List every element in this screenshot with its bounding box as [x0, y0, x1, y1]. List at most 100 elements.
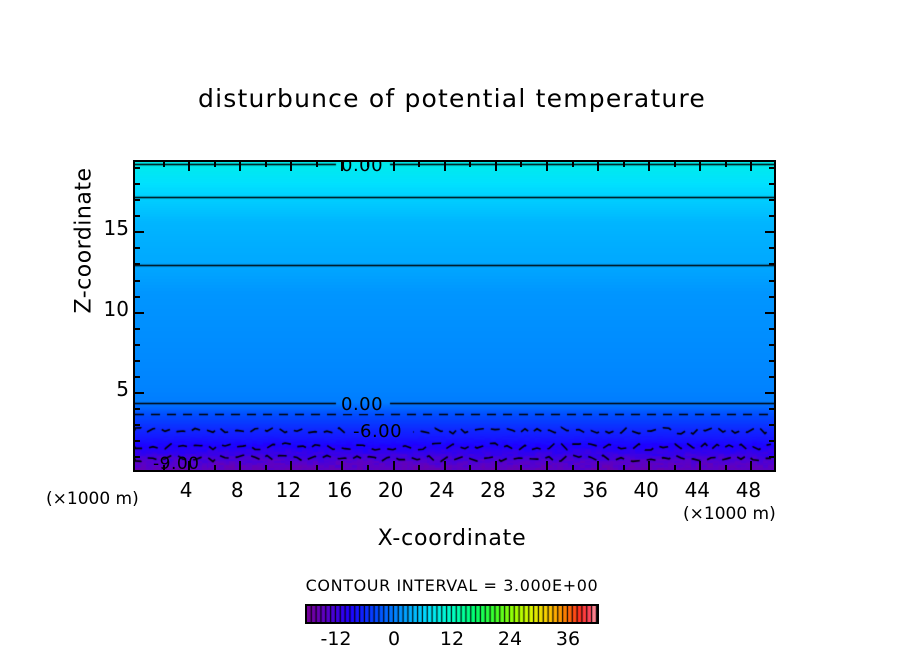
x-tick-mark [392, 162, 395, 171]
x-tick-mark [699, 461, 702, 470]
y-tick-mark [769, 359, 774, 362]
x-tick-mark [750, 162, 753, 171]
x-tick-mark [545, 461, 548, 470]
y-tick-mark [135, 199, 140, 202]
x-tick-label: 32 [531, 478, 557, 502]
y-tick-mark [769, 439, 774, 442]
x-tick-mark [469, 162, 472, 167]
x-tick-mark [571, 162, 574, 167]
x-tick-label: 8 [230, 478, 244, 502]
x-axis-tick-labels: 4 8 12 16 20 24 28 32 36 40 44 48 [133, 478, 776, 504]
colorbar-tick-label: -12 [320, 628, 352, 650]
contour-label-upper-zero: 0.00 [341, 160, 384, 176]
y-tick-mark [769, 199, 774, 202]
x-tick-label: 24 [428, 478, 455, 502]
colorbar-canvas [307, 606, 597, 622]
x-tick-mark [494, 162, 497, 171]
y-tick-label: 15 [103, 216, 129, 241]
x-tick-mark [290, 162, 293, 171]
y-tick-mark [135, 439, 140, 442]
x-tick-mark [264, 465, 267, 470]
y-tick-mark [769, 455, 774, 458]
x-tick-mark [341, 162, 344, 171]
x-tick-mark [418, 465, 421, 470]
x-tick-mark [264, 162, 267, 167]
y-tick-mark [769, 407, 774, 410]
y-tick-mark [135, 263, 140, 266]
y-tick-mark [769, 423, 774, 426]
colorbar [305, 604, 599, 624]
y-tick-mark [769, 375, 774, 378]
y-tick-mark [135, 375, 140, 378]
x-tick-mark [699, 162, 702, 171]
x-tick-label: 36 [582, 478, 608, 502]
y-tick-mark [135, 183, 140, 186]
x-tick-mark [188, 461, 191, 470]
y-tick-mark [769, 167, 774, 170]
y-tick-mark [135, 247, 140, 250]
y-tick-mark [135, 215, 140, 218]
x-tick-mark [392, 461, 395, 470]
x-tick-mark [239, 162, 242, 171]
x-tick-mark [520, 465, 523, 470]
y-tick-mark [135, 279, 140, 282]
x-tick-mark [213, 465, 216, 470]
x-tick-mark [367, 465, 370, 470]
y-tick-mark [769, 183, 774, 186]
x-tick-mark [443, 162, 446, 171]
contour-label-lower-zero: 0.00 [341, 393, 384, 415]
x-tick-mark [597, 162, 600, 171]
x-tick-mark [724, 465, 727, 470]
x-tick-mark [239, 461, 242, 470]
y-tick-mark [135, 359, 140, 362]
y-tick-mark [769, 263, 774, 266]
colorbar-tick-labels: -12 0 12 24 36 [305, 628, 599, 652]
x-tick-mark [290, 461, 293, 470]
x-tick-label: 48 [735, 478, 762, 502]
x-tick-mark [315, 465, 318, 470]
x-tick-mark [673, 465, 676, 470]
y-tick-mark [765, 311, 774, 314]
y-tick-mark [135, 327, 140, 330]
x-tick-mark [724, 162, 727, 167]
x-tick-mark [443, 461, 446, 470]
contour-label-minus-six: -6.00 [353, 420, 403, 442]
y-axis-tick-labels: 5 10 15 [85, 160, 129, 472]
y-tick-mark [769, 247, 774, 250]
y-tick-mark [769, 327, 774, 330]
x-tick-mark [571, 465, 574, 470]
page-title: disturbunce of potential temperature [198, 84, 706, 113]
colorbar-tick-label: 0 [387, 628, 401, 650]
x-tick-mark [367, 162, 370, 167]
x-tick-mark [622, 465, 625, 470]
y-tick-mark [135, 455, 140, 458]
x-tick-label: 16 [326, 478, 353, 502]
x-tick-mark [418, 162, 421, 167]
x-tick-label: 28 [480, 478, 506, 502]
x-tick-mark [188, 162, 191, 171]
x-tick-mark [597, 461, 600, 470]
x-tick-mark [315, 162, 318, 167]
x-tick-label: 44 [684, 478, 711, 502]
contour-field-canvas [135, 162, 774, 470]
colorbar-tick-label: 36 [555, 628, 581, 650]
x-tick-mark [622, 162, 625, 167]
y-tick-mark [769, 279, 774, 282]
y-tick-mark [135, 343, 140, 346]
x-tick-mark [469, 465, 472, 470]
x-axis-title: X-coordinate [377, 526, 527, 551]
y-tick-mark [135, 231, 144, 234]
y-tick-mark [135, 167, 140, 170]
contour-interval-caption: CONTOUR INTERVAL = 3.000E+00 [305, 576, 599, 595]
x-tick-mark [545, 162, 548, 171]
y-tick-mark [765, 391, 774, 394]
x-tick-label: 4 [179, 478, 193, 502]
y-tick-mark [135, 391, 144, 394]
y-tick-mark [769, 295, 774, 298]
x-tick-mark [162, 465, 165, 470]
x-axis-unit-label: (×1000 m) [683, 504, 776, 524]
y-tick-mark [135, 295, 140, 298]
x-tick-mark [648, 461, 651, 470]
x-tick-mark [520, 162, 523, 167]
x-tick-mark [648, 162, 651, 171]
